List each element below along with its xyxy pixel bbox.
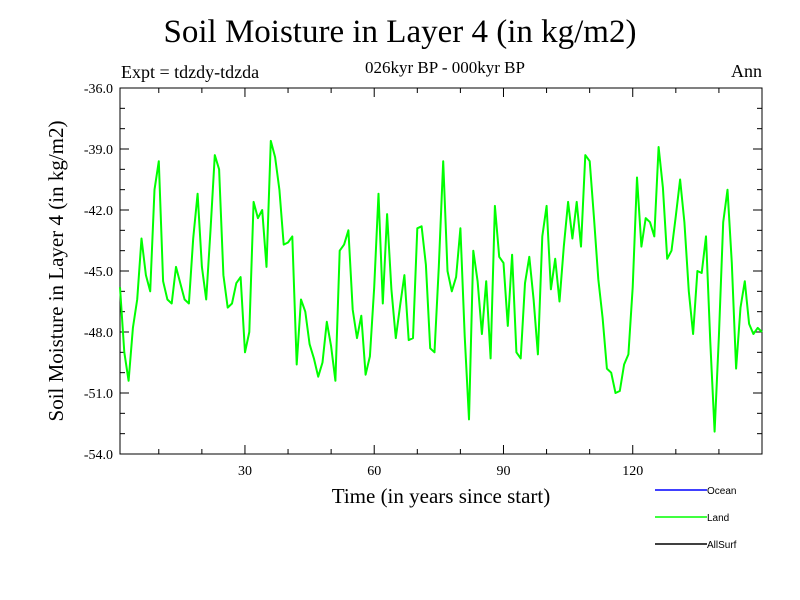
legend: Ocean Land AllSurf xyxy=(655,486,737,551)
x-tick-label: 120 xyxy=(622,464,643,479)
chart-title: Soil Moisture in Layer 4 (in kg/m2) xyxy=(163,14,637,50)
season-label: Ann xyxy=(731,61,762,81)
x-axis-title: Time (in years since start) xyxy=(332,484,551,508)
series-line-land xyxy=(119,139,763,433)
x-tick-label: 60 xyxy=(367,464,381,479)
legend-label-allsurf: AllSurf xyxy=(707,540,737,551)
legend-label-ocean: Ocean xyxy=(707,486,736,497)
y-tick-label: -42.0 xyxy=(84,204,113,219)
x-tick-label: 30 xyxy=(238,464,252,479)
y-tick-label: -54.0 xyxy=(84,448,113,463)
legend-label-land: Land xyxy=(707,513,729,524)
plot-frame xyxy=(119,87,763,455)
y-tick-label: -48.0 xyxy=(84,326,113,341)
chart-subtitle: 026kyr BP - 000kyr BP xyxy=(365,58,525,77)
axis-ticks xyxy=(120,87,763,455)
y-tick-label: -51.0 xyxy=(84,387,113,402)
y-tick-label: -36.0 xyxy=(84,82,113,97)
y-axis-title: Soil Moisture in Layer 4 (in kg/m2) xyxy=(44,121,68,422)
y-tick-label: -39.0 xyxy=(84,143,113,158)
axis-tick-labels: -54.0 -51.0 -48.0 -45.0 -42.0 -39.0 -36.0 30 60 9… xyxy=(84,82,643,479)
y-tick-label: -45.0 xyxy=(84,265,113,280)
experiment-label: Expt = tdzdy-tdzda xyxy=(121,62,260,82)
x-tick-label: 90 xyxy=(496,464,510,479)
series-lines xyxy=(119,139,763,433)
